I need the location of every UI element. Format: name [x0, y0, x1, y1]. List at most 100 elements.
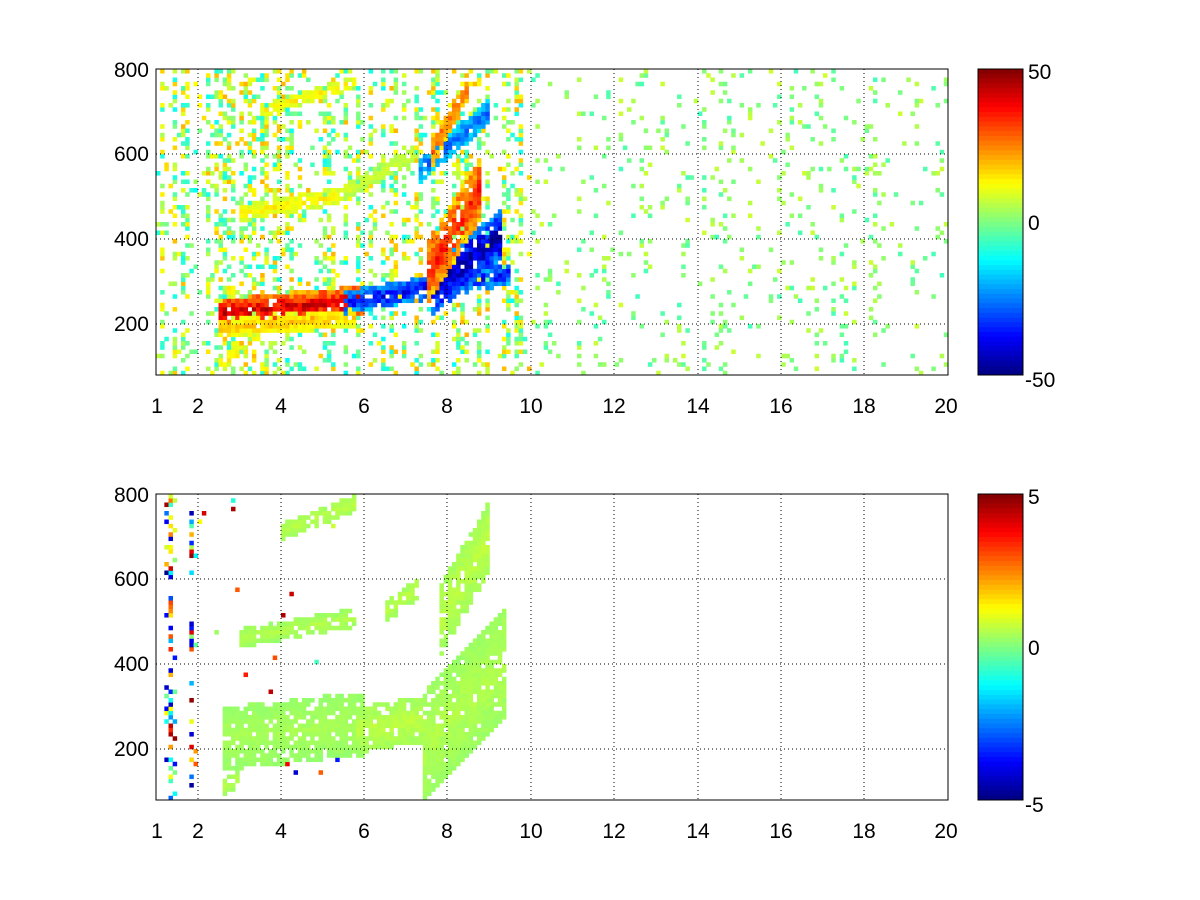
top-heatmap-cell — [210, 183, 215, 189]
top-heatmap-cell — [393, 77, 399, 83]
top-heatmap-cell — [264, 319, 269, 325]
bottom-heatmap-cell — [189, 681, 194, 686]
bottom-heatmap-cell — [456, 715, 461, 720]
bottom-heatmap-cell — [397, 719, 403, 724]
top-heatmap-cell — [443, 128, 449, 134]
top-heatmap-cell — [231, 217, 236, 223]
top-heatmap-cell — [214, 366, 219, 372]
top-heatmap-cell — [602, 115, 607, 121]
top-heatmap-cell — [347, 294, 353, 299]
top-heatmap-cell — [406, 98, 411, 104]
top-heatmap-cell — [239, 154, 244, 159]
top-heatmap-cell — [460, 251, 465, 257]
top-heatmap-cell — [172, 196, 178, 202]
top-colorbar-swatch — [978, 73, 1023, 79]
top-heatmap-cell — [506, 251, 511, 257]
top-heatmap-cell — [201, 115, 207, 121]
top-heatmap-cell — [597, 336, 603, 342]
bottom-heatmap-cell — [443, 642, 449, 648]
top-heatmap-cell — [714, 332, 720, 338]
top-heatmap-cell — [222, 341, 228, 346]
bottom-heatmap-cell — [485, 532, 490, 537]
top-heatmap-cell — [577, 345, 582, 350]
top-heatmap-cell — [239, 260, 244, 265]
top-heatmap-cell — [214, 90, 219, 95]
bottom-heatmap-cell — [310, 749, 315, 754]
top-heatmap-cell — [456, 103, 461, 108]
top-heatmap-cell — [326, 179, 332, 185]
top-heatmap-cell — [681, 243, 686, 248]
top-heatmap-cell — [226, 103, 232, 108]
bottom-heatmap-cell — [426, 744, 432, 750]
top-heatmap-cell — [268, 239, 274, 244]
bottom-heatmap-cell — [356, 719, 361, 724]
bottom-heatmap-cell — [451, 766, 457, 771]
top-heatmap-cell — [681, 353, 686, 359]
bottom-heatmap-cell — [301, 744, 307, 750]
top-heatmap-cell — [493, 247, 499, 253]
bottom-heatmap-cell — [456, 719, 461, 724]
bottom-colorbar-swatch — [978, 522, 1023, 528]
top-heatmap-cell — [239, 256, 244, 261]
top-heatmap-cell — [201, 192, 207, 197]
top-heatmap-cell — [868, 307, 874, 312]
top-heatmap-cell — [256, 298, 261, 304]
bottom-heatmap-cell — [501, 710, 507, 716]
bottom-heatmap-cell — [301, 727, 307, 733]
top-colorbar-swatch — [978, 312, 1023, 319]
top-heatmap-cell — [231, 370, 236, 375]
bottom-heatmap-cell — [481, 668, 486, 673]
top-heatmap-cell — [768, 69, 774, 74]
top-heatmap-cell — [389, 298, 394, 304]
bottom-heatmap-cell — [372, 732, 378, 737]
top-heatmap-cell — [431, 243, 436, 248]
top-heatmap-cell — [222, 315, 228, 321]
top-heatmap-cell — [877, 243, 882, 248]
bottom-heatmap-cell — [393, 613, 399, 618]
top-heatmap-cell — [285, 319, 290, 325]
bottom-heatmap-cell — [493, 617, 499, 622]
top-heatmap-cell — [381, 205, 386, 210]
top-heatmap-cell — [222, 311, 228, 316]
top-heatmap-cell — [206, 209, 211, 214]
top-heatmap-cell — [247, 90, 253, 95]
top-heatmap-cell — [493, 256, 499, 261]
top-heatmap-cell — [727, 158, 732, 163]
top-heatmap-cell — [718, 341, 724, 346]
bottom-heatmap-cell — [285, 621, 290, 627]
top-heatmap-cell — [393, 149, 399, 155]
bottom-colorbar-swatch — [978, 618, 1023, 624]
top-heatmap-cell — [276, 226, 282, 231]
top-heatmap-cell — [418, 179, 424, 185]
bottom-heatmap-cell — [376, 723, 382, 729]
bottom-colorbar-swatch — [978, 608, 1023, 614]
top-heatmap-cell — [643, 145, 649, 151]
top-colorbar-swatch — [978, 69, 1023, 75]
top-heatmap-cell — [393, 302, 399, 308]
top-heatmap-cell — [268, 345, 274, 350]
bottom-heatmap-cell — [222, 719, 228, 724]
bottom-heatmap-cell — [372, 727, 378, 733]
bottom-heatmap-cell — [276, 727, 282, 733]
top-heatmap-cell — [577, 319, 582, 325]
top-heatmap-cell — [251, 349, 257, 355]
top-heatmap-cell — [314, 285, 319, 291]
top-heatmap-cell — [351, 179, 357, 185]
top-heatmap-cell — [501, 349, 507, 355]
bottom-heatmap-cell — [497, 613, 503, 618]
top-heatmap-cell — [343, 298, 349, 304]
bottom-heatmap-cell — [493, 723, 499, 729]
top-heatmap-cell — [931, 171, 936, 176]
top-heatmap-cell — [581, 239, 586, 244]
bottom-heatmap-cell — [243, 634, 249, 639]
top-heatmap-cell — [439, 90, 444, 95]
bottom-heatmap-cell — [451, 562, 457, 567]
top-heatmap-cell — [464, 209, 469, 214]
bottom-heatmap-cell — [285, 519, 290, 525]
top-heatmap-cell — [697, 111, 703, 117]
top-heatmap-cell — [264, 366, 269, 372]
top-heatmap-cell — [456, 336, 461, 342]
bottom-heatmap-cell — [276, 706, 282, 712]
top-heatmap-cell — [293, 209, 299, 214]
top-heatmap-cell — [160, 268, 165, 274]
